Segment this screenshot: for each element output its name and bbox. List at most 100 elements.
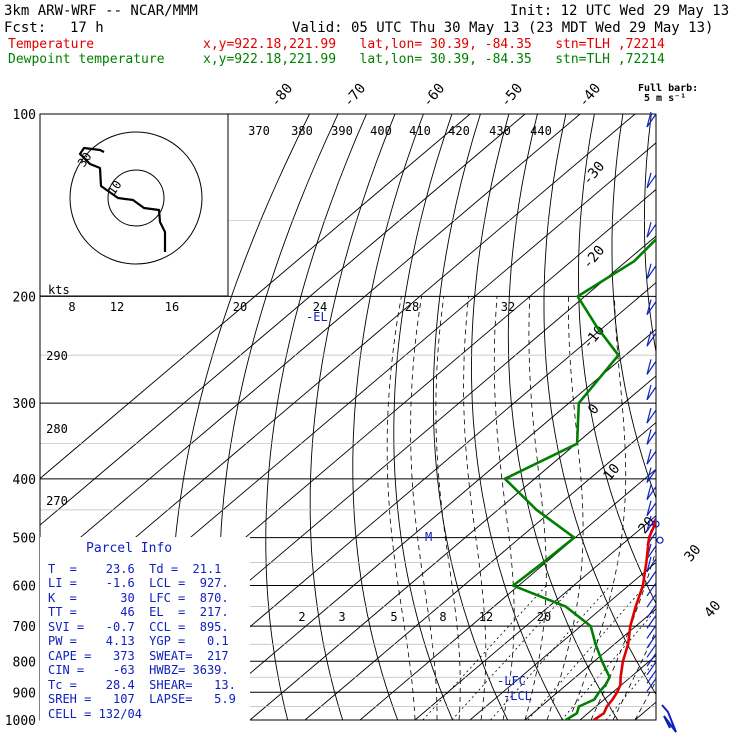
dry-adiabat-line — [265, 114, 367, 720]
mixing-ratio-label: 20 — [537, 610, 551, 624]
dry-adiabat-line — [309, 114, 396, 720]
calm-wind-circle — [656, 536, 664, 544]
mixing-ratio-lines — [422, 585, 656, 720]
isotherm-label: -40 — [576, 81, 605, 111]
wind-barb-shaft — [646, 625, 657, 639]
isotherm-line — [139, 282, 656, 720]
pressure-tick-label: 1000 — [5, 714, 36, 729]
wind-barb-flag — [646, 500, 652, 516]
parcel-row: K = 30 LFC = 870. — [48, 591, 229, 605]
isotherm-line — [524, 608, 656, 720]
wind-barb-shaft — [646, 652, 657, 667]
mixing-ratio-label: 2 — [298, 610, 305, 624]
pressure-tick-label: 800 — [13, 655, 36, 670]
pressure-tick-label: 300 — [13, 397, 36, 412]
level-annotation: -EL — [306, 310, 328, 324]
forecast-hours: 17 h — [70, 20, 104, 36]
plot-frame — [39, 113, 657, 721]
wind-barb-shaft — [646, 570, 657, 585]
mixing-ratio-line — [605, 659, 656, 720]
theta-label: 420 — [448, 124, 470, 138]
isotherm-line — [40, 114, 471, 480]
theta-label: 410 — [409, 124, 431, 138]
parcel-row: CAPE = 373 SWEAT= 217 — [48, 649, 229, 663]
pressure-tick-label: 500 — [13, 532, 36, 547]
dry-adiabat-line — [507, 114, 619, 720]
parcel-row: Tc = 28.4 SHEAR= 13. — [48, 678, 236, 692]
moist-adiabat-line — [590, 548, 656, 720]
pressure-tick-label: 900 — [13, 686, 36, 701]
isotherm-line — [579, 655, 656, 720]
hodograph-frame — [39, 113, 229, 297]
wind-barb-shaft — [646, 678, 657, 692]
theta-label: 380 — [291, 124, 313, 138]
wind-key-title: Full barb: — [638, 83, 699, 94]
wind-barb-shaft — [646, 361, 657, 375]
wind-barb-shaft — [646, 174, 657, 189]
theta-label: 440 — [530, 124, 552, 138]
theta-label: 280 — [46, 422, 68, 436]
wind-barb-shaft — [646, 558, 657, 573]
wind-barb-shaft — [646, 502, 657, 517]
parcel-row: SVI = -0.7 CCL = 895. — [48, 620, 229, 634]
pressure-tick-label: 600 — [13, 580, 36, 595]
moist-adiabat-line — [410, 296, 438, 720]
wind-barb-flag — [646, 331, 652, 347]
temperature-location: x,y=922.18,221.99 lat,lon= 30.39, -84.35… — [203, 37, 665, 52]
mixing-ratio-line — [527, 585, 646, 720]
wind-barb-flag — [646, 515, 652, 532]
moist-adiabat-line — [657, 296, 740, 720]
mixing-ratio-label: 8 — [68, 300, 75, 314]
wind-barb-flag — [646, 299, 652, 315]
isotherm-label: -20 — [580, 243, 609, 273]
wind-barb-shaft — [646, 301, 657, 315]
parcel-row: PW = 4.13 YGP = 0.1 — [48, 634, 229, 648]
dry-adiabat-line — [676, 114, 740, 720]
surface-wind-barbs — [661, 704, 677, 733]
wind-barb-shaft — [646, 113, 657, 128]
moist-adiabat-line — [612, 629, 656, 720]
level-annotation: M — [425, 530, 432, 544]
parcel-info-title: Parcel Info — [86, 541, 173, 556]
wind-barb-shaft — [646, 409, 657, 424]
wind-barb-shaft — [646, 386, 657, 401]
isotherm-line — [469, 561, 656, 720]
wind-barb-shaft — [646, 223, 657, 238]
isotherm-line — [194, 328, 656, 720]
dry-adiabat-line — [393, 114, 454, 720]
wind-barb-shaft — [646, 486, 657, 500]
wind-barb-shaft — [646, 634, 657, 649]
wind-barb-flag — [646, 359, 652, 375]
sounding-series — [503, 237, 656, 720]
temperature-legend: Temperature — [8, 37, 95, 52]
isotherm-line — [414, 515, 656, 720]
wind-barb-shaft — [646, 604, 657, 619]
model-title: 3km ARW-WRF -- NCAR/MMM — [4, 3, 198, 19]
wind-barb-flag — [646, 556, 652, 572]
dry-adiabat-line — [643, 114, 656, 355]
wind-barb-flag — [646, 111, 652, 128]
isotherm-line — [249, 375, 656, 720]
wind-barb-flag — [646, 384, 652, 401]
mixing-ratio-line — [561, 609, 656, 720]
isotherm-label: -70 — [341, 81, 370, 111]
mixing-ratio-label: 16 — [165, 300, 179, 314]
wind-barb-shaft — [646, 582, 657, 597]
wind-barb-shaft — [646, 450, 657, 465]
init-time: Init: 12 UTC Wed 29 May 13 — [510, 3, 730, 19]
parcel-row: T = 23.6 Td = 21.1 — [48, 562, 222, 576]
wind-barb-flag — [646, 429, 652, 445]
wind-barb-shaft — [646, 615, 657, 629]
isotherm-line — [304, 421, 656, 720]
isotherm-line — [690, 114, 740, 720]
mixing-ratio-label: 28 — [405, 300, 419, 314]
dewpoint-location: x,y=922.18,221.99 lat,lon= 30.39, -84.35… — [203, 52, 665, 67]
moist-adiabat-line — [386, 296, 416, 720]
wind-barb-shaft — [646, 661, 657, 676]
pressure-tick-label: 400 — [13, 473, 36, 488]
parcel-row: LI = -1.6 LCL = 927. — [48, 576, 229, 590]
pressure-tick-label: 100 — [13, 108, 36, 123]
wind-barb-flag — [646, 172, 652, 188]
